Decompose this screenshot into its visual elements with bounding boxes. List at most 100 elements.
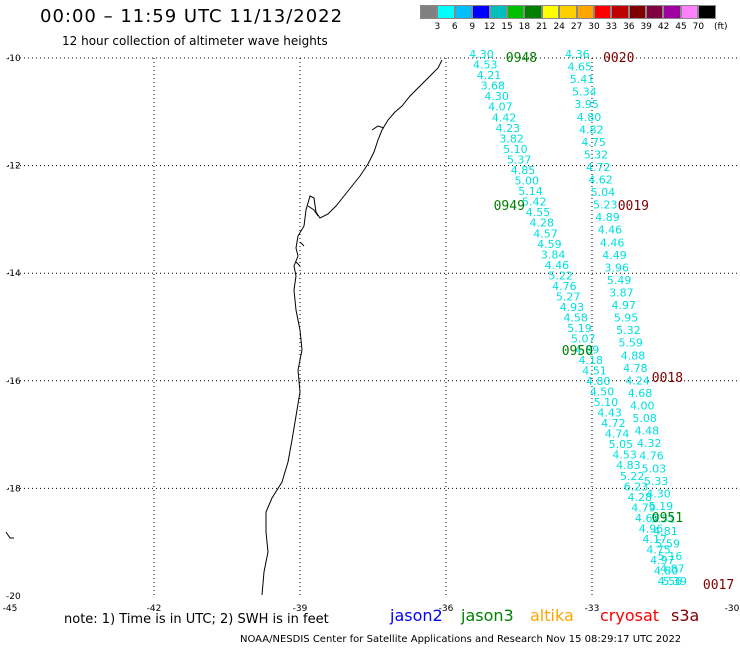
swh-value: 4.75 — [646, 544, 671, 557]
swh-value: 4.80 — [654, 565, 679, 578]
legend-label: 39 — [640, 22, 652, 32]
legend-label: 27 — [570, 22, 583, 32]
swh-value: 4.72 — [601, 417, 626, 430]
swh-value: 5.34 — [572, 86, 597, 99]
legend-label: 30 — [588, 22, 600, 32]
swh-value: 4.21 — [477, 69, 502, 82]
swh-value: 5.23 — [593, 199, 618, 212]
swh-value: 3.68 — [481, 80, 506, 93]
swh-value: 5.05 — [609, 438, 634, 451]
swh-value: 5.59 — [618, 337, 643, 350]
swh-value: 4.46 — [600, 236, 625, 249]
swh-value: 5.59 — [656, 538, 681, 551]
swh-value: 4.53 — [612, 449, 637, 462]
swh-value: 5.22 — [548, 269, 573, 282]
legend-swatch — [506, 5, 525, 19]
swh-value: 5.32 — [584, 148, 609, 161]
legend-swatch — [628, 5, 647, 19]
legend-swatch — [420, 5, 438, 19]
swh-value: 4.30 — [646, 487, 671, 500]
swh-value: 5.27 — [556, 291, 581, 304]
pass-time-label: 0019 — [618, 199, 649, 214]
legend-label: 45 — [675, 22, 687, 32]
swh-value: 4.50 — [590, 385, 615, 398]
swh-value: 4.89 — [595, 211, 620, 224]
lat-label: -12 — [6, 162, 21, 172]
legend-swatch — [489, 5, 507, 19]
swh-value: 4.80 — [577, 111, 602, 124]
lon-label: -36 — [439, 604, 454, 614]
swh-value: 5.49 — [607, 274, 632, 287]
swh-value: 4.17 — [643, 533, 668, 546]
legend-unit: (ft) — [714, 22, 728, 32]
swh-value: 4.42 — [492, 111, 517, 124]
lat-label: -16 — [6, 377, 21, 387]
pass-time-label: 0949 — [494, 199, 525, 214]
pass-time-label: 0020 — [603, 51, 634, 66]
swh-value: 4.00 — [630, 399, 655, 412]
swh-value: 5.32 — [616, 324, 641, 337]
swh-value: 4.36 — [565, 48, 590, 61]
swh-value: 4.28 — [627, 491, 652, 504]
swh-value: 5.33 — [644, 475, 669, 488]
legend-swatch — [680, 5, 699, 19]
swh-value: 4.76 — [552, 280, 577, 293]
swh-value: 5.14 — [518, 185, 543, 198]
swh-value: 3.87 — [609, 287, 634, 300]
swh-value: 4.57 — [533, 227, 558, 240]
swh-value: 4.30 — [469, 48, 494, 61]
swh-value: 4.78 — [623, 362, 648, 375]
swh-value: 5.04 — [591, 186, 616, 199]
swh-value: 4.80 — [586, 375, 611, 388]
swh-value: 4.62 — [588, 174, 613, 187]
legend-label: 24 — [553, 22, 565, 32]
swh-value: 5.10 — [503, 143, 528, 156]
color-legend — [420, 5, 716, 19]
satellite-jason3: jason3 — [461, 606, 514, 625]
swh-value: 4.68 — [628, 387, 653, 400]
swh-value: 4.51 — [582, 364, 607, 377]
swh-value: 5.03 — [642, 462, 667, 475]
pass-time-label: 0951 — [652, 511, 683, 526]
map-title: 00:00 – 11:59 UTC 11/13/2022 — [40, 6, 344, 27]
swh-value: 4.82 — [579, 123, 604, 136]
swh-value: 4.46 — [545, 259, 570, 272]
swh-value: 4.46 — [598, 224, 623, 237]
legend-swatch — [576, 5, 594, 19]
swh-value: 5.22 — [620, 470, 645, 483]
swh-value: 4.97 — [611, 299, 636, 312]
swh-value: 4.79 — [631, 501, 656, 514]
lon-label: -30 — [725, 604, 740, 614]
legend-swatch — [437, 5, 455, 19]
swh-value: 5.00 — [514, 175, 539, 188]
legend-swatch — [611, 5, 629, 19]
lat-label: -20 — [6, 592, 21, 602]
swh-value: 4.56 — [658, 575, 683, 588]
swh-value: 4.48 — [635, 425, 660, 438]
swh-value: 5.19 — [649, 500, 674, 513]
legend-label: 12 — [483, 22, 496, 32]
legend-label: 18 — [518, 22, 531, 32]
legend-label: 21 — [536, 22, 548, 32]
swh-value: 4.59 — [537, 238, 562, 251]
pass-time-label: 0017 — [703, 578, 734, 593]
lon-label: -33 — [585, 604, 600, 614]
legend-label: 42 — [657, 22, 670, 32]
swh-value: 3.84 — [541, 248, 566, 261]
swh-value: 4.93 — [560, 301, 585, 314]
swh-value: 5.37 — [507, 153, 532, 166]
swh-value: 5.16 — [658, 550, 683, 563]
legend-swatch — [663, 5, 681, 19]
swh-value: 4.88 — [621, 349, 646, 362]
swh-value: 4.55 — [526, 206, 551, 219]
lat-label: -14 — [6, 269, 21, 279]
coastline — [261, 59, 443, 596]
pass-time-label: 0018 — [652, 371, 683, 386]
swh-value: 4.74 — [605, 428, 630, 441]
swh-value: 5.39 — [662, 575, 687, 588]
swh-value: 4.81 — [653, 525, 678, 538]
legend-swatch — [646, 5, 664, 19]
swh-value: 4.24 — [625, 374, 650, 387]
swh-value: 5.42 — [522, 196, 547, 209]
